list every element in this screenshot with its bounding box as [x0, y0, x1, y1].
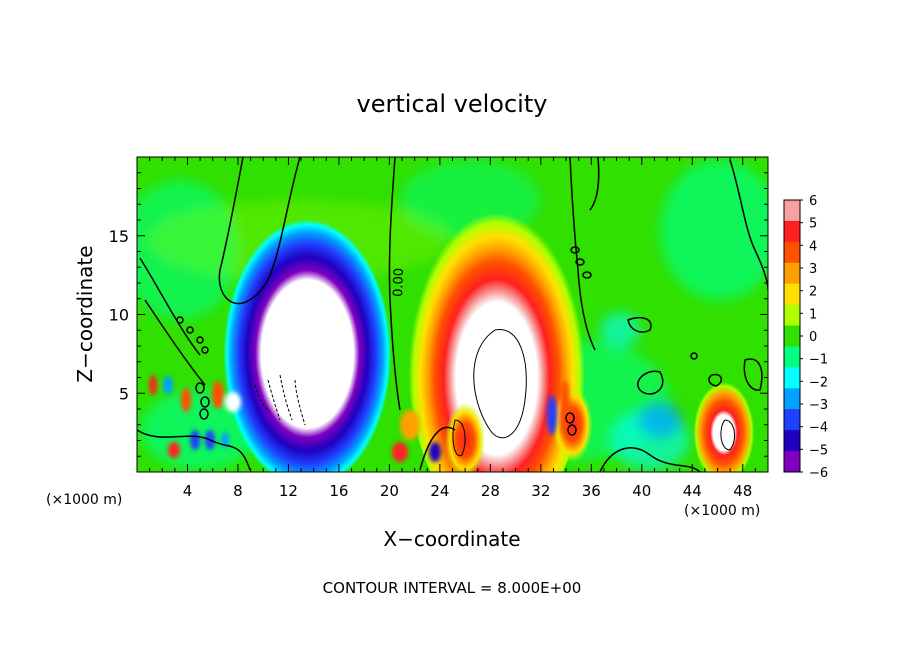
- colorbar-swatch: [784, 430, 800, 452]
- velocity-feature-0: [223, 219, 392, 472]
- colorbar-tick-label: 5: [809, 217, 817, 232]
- colorbar-tick-label: −3: [809, 398, 828, 413]
- colorbar-tick-label: −4: [809, 421, 828, 436]
- x-tick-label: 8: [233, 482, 243, 500]
- colorbar-tick-label: 0: [809, 330, 817, 345]
- colorbar: 6 5 4 3 2 1 0 −1 −2 −3 −4 −5 −6: [783, 194, 828, 481]
- colorbar-swatch: [784, 325, 800, 347]
- x-tick-label: 44: [683, 482, 702, 500]
- x-tick-label: 4: [183, 482, 193, 500]
- colorbar-swatch: [784, 283, 800, 306]
- x-tick-label: 12: [279, 482, 298, 500]
- y-tick-label: 15: [109, 227, 129, 246]
- x-unit-left: (×1000 m): [46, 492, 122, 508]
- colorbar-tick-label: −6: [809, 466, 828, 481]
- colorbar-tick-label: −1: [809, 353, 828, 368]
- colorbar-tick-label: 6: [809, 194, 817, 209]
- x-tick-label: 24: [430, 482, 449, 500]
- negative-dashed-contours: [254, 374, 306, 426]
- y-tick-label: 10: [109, 306, 129, 325]
- x-tick-label: 48: [733, 482, 752, 500]
- colorbar-swatch: [784, 241, 800, 264]
- velocity-field: 0.00: [137, 157, 768, 472]
- x-tick-label: 40: [632, 482, 651, 500]
- x-tick-label: 28: [481, 482, 500, 500]
- colorbar-tick-label: −2: [809, 375, 828, 390]
- y-axis-label: Z−coordinate: [73, 245, 97, 382]
- colorbar-tick-label: 2: [809, 285, 817, 300]
- x-axis-label: X−coordinate: [383, 527, 520, 551]
- x-tick-label: 36: [582, 482, 601, 500]
- velocity-feature-2: [693, 382, 755, 472]
- colorbar-swatch: [784, 409, 800, 431]
- x-tick-label: 32: [531, 482, 550, 500]
- colorbar-swatch: [784, 304, 800, 327]
- colorbar-swatch: [784, 346, 800, 368]
- y-tick-label: 5: [119, 384, 129, 403]
- contour-lines: [137, 157, 768, 472]
- contour-interval-note: CONTOUR INTERVAL = 8.000E+00: [323, 579, 582, 597]
- colorbar-swatch: [784, 367, 800, 389]
- chart-title: vertical velocity: [357, 90, 548, 118]
- inner-contours: [452, 329, 736, 457]
- colorbar-swatch: [784, 200, 800, 222]
- colorbar-swatch: [784, 262, 800, 285]
- x-unit-right: (×1000 m): [684, 503, 760, 519]
- colorbar-tick-label: 4: [809, 239, 817, 254]
- colorbar-swatch: [784, 451, 800, 473]
- x-tick-label: 20: [380, 482, 399, 500]
- x-tick-label: 16: [329, 482, 348, 500]
- colorbar-tick-label: 1: [809, 307, 817, 322]
- colorbar-swatch: [784, 220, 800, 243]
- colorbar-tick-label: 3: [809, 262, 817, 277]
- contour-value-label: 0.00: [391, 268, 407, 297]
- velocity-feature-1: [408, 196, 585, 472]
- colorbar-swatch: [784, 388, 800, 410]
- colorbar-tick-label: −5: [809, 443, 828, 458]
